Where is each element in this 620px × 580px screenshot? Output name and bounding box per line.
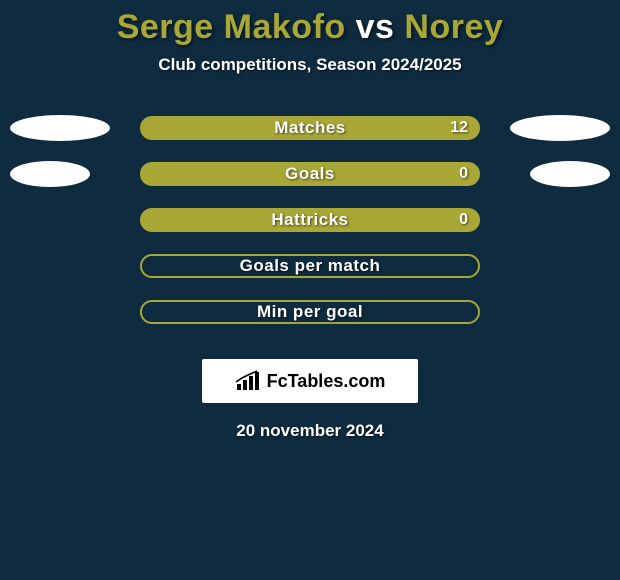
stat-bar: Hattricks 0 <box>140 208 480 232</box>
stat-bars: Matches 12 Goals 0 Hattricks 0 Goals per match… <box>0 115 620 345</box>
stat-label: Goals per match <box>240 256 381 276</box>
stat-label: Hattricks <box>271 210 348 230</box>
stat-bar: Min per goal <box>140 300 480 324</box>
stat-value: 0 <box>459 211 468 229</box>
stat-row: Min per goal <box>0 299 620 345</box>
stat-row: Matches 12 <box>0 115 620 161</box>
stat-label: Goals <box>285 164 335 184</box>
right-ellipse <box>510 115 610 141</box>
logo-inner: FcTables.com <box>235 370 386 392</box>
stat-row: Goals 0 <box>0 161 620 207</box>
player1-name: Serge Makofo <box>117 8 346 46</box>
page-title: Serge Makofo vs Norey <box>0 0 620 47</box>
left-ellipse <box>10 115 110 141</box>
stat-row: Goals per match <box>0 253 620 299</box>
stat-bar: Matches 12 <box>140 116 480 140</box>
vs-text: vs <box>356 8 395 46</box>
stat-value: 0 <box>459 165 468 183</box>
stat-bar: Goals 0 <box>140 162 480 186</box>
stat-bar: Goals per match <box>140 254 480 278</box>
stat-label: Min per goal <box>257 302 363 322</box>
stat-value: 12 <box>450 119 468 137</box>
logo-box: FcTables.com <box>202 359 418 403</box>
comparison-infographic: Serge Makofo vs Norey Club competitions,… <box>0 0 620 580</box>
stat-row: Hattricks 0 <box>0 207 620 253</box>
logo-text: FcTables.com <box>267 371 386 392</box>
date-line: 20 november 2024 <box>0 421 620 441</box>
subtitle: Club competitions, Season 2024/2025 <box>0 55 620 75</box>
right-ellipse <box>530 161 610 187</box>
player2-name: Norey <box>404 8 503 46</box>
stat-label: Matches <box>274 118 346 138</box>
left-ellipse <box>10 161 90 187</box>
bars-chart-icon <box>235 370 261 392</box>
